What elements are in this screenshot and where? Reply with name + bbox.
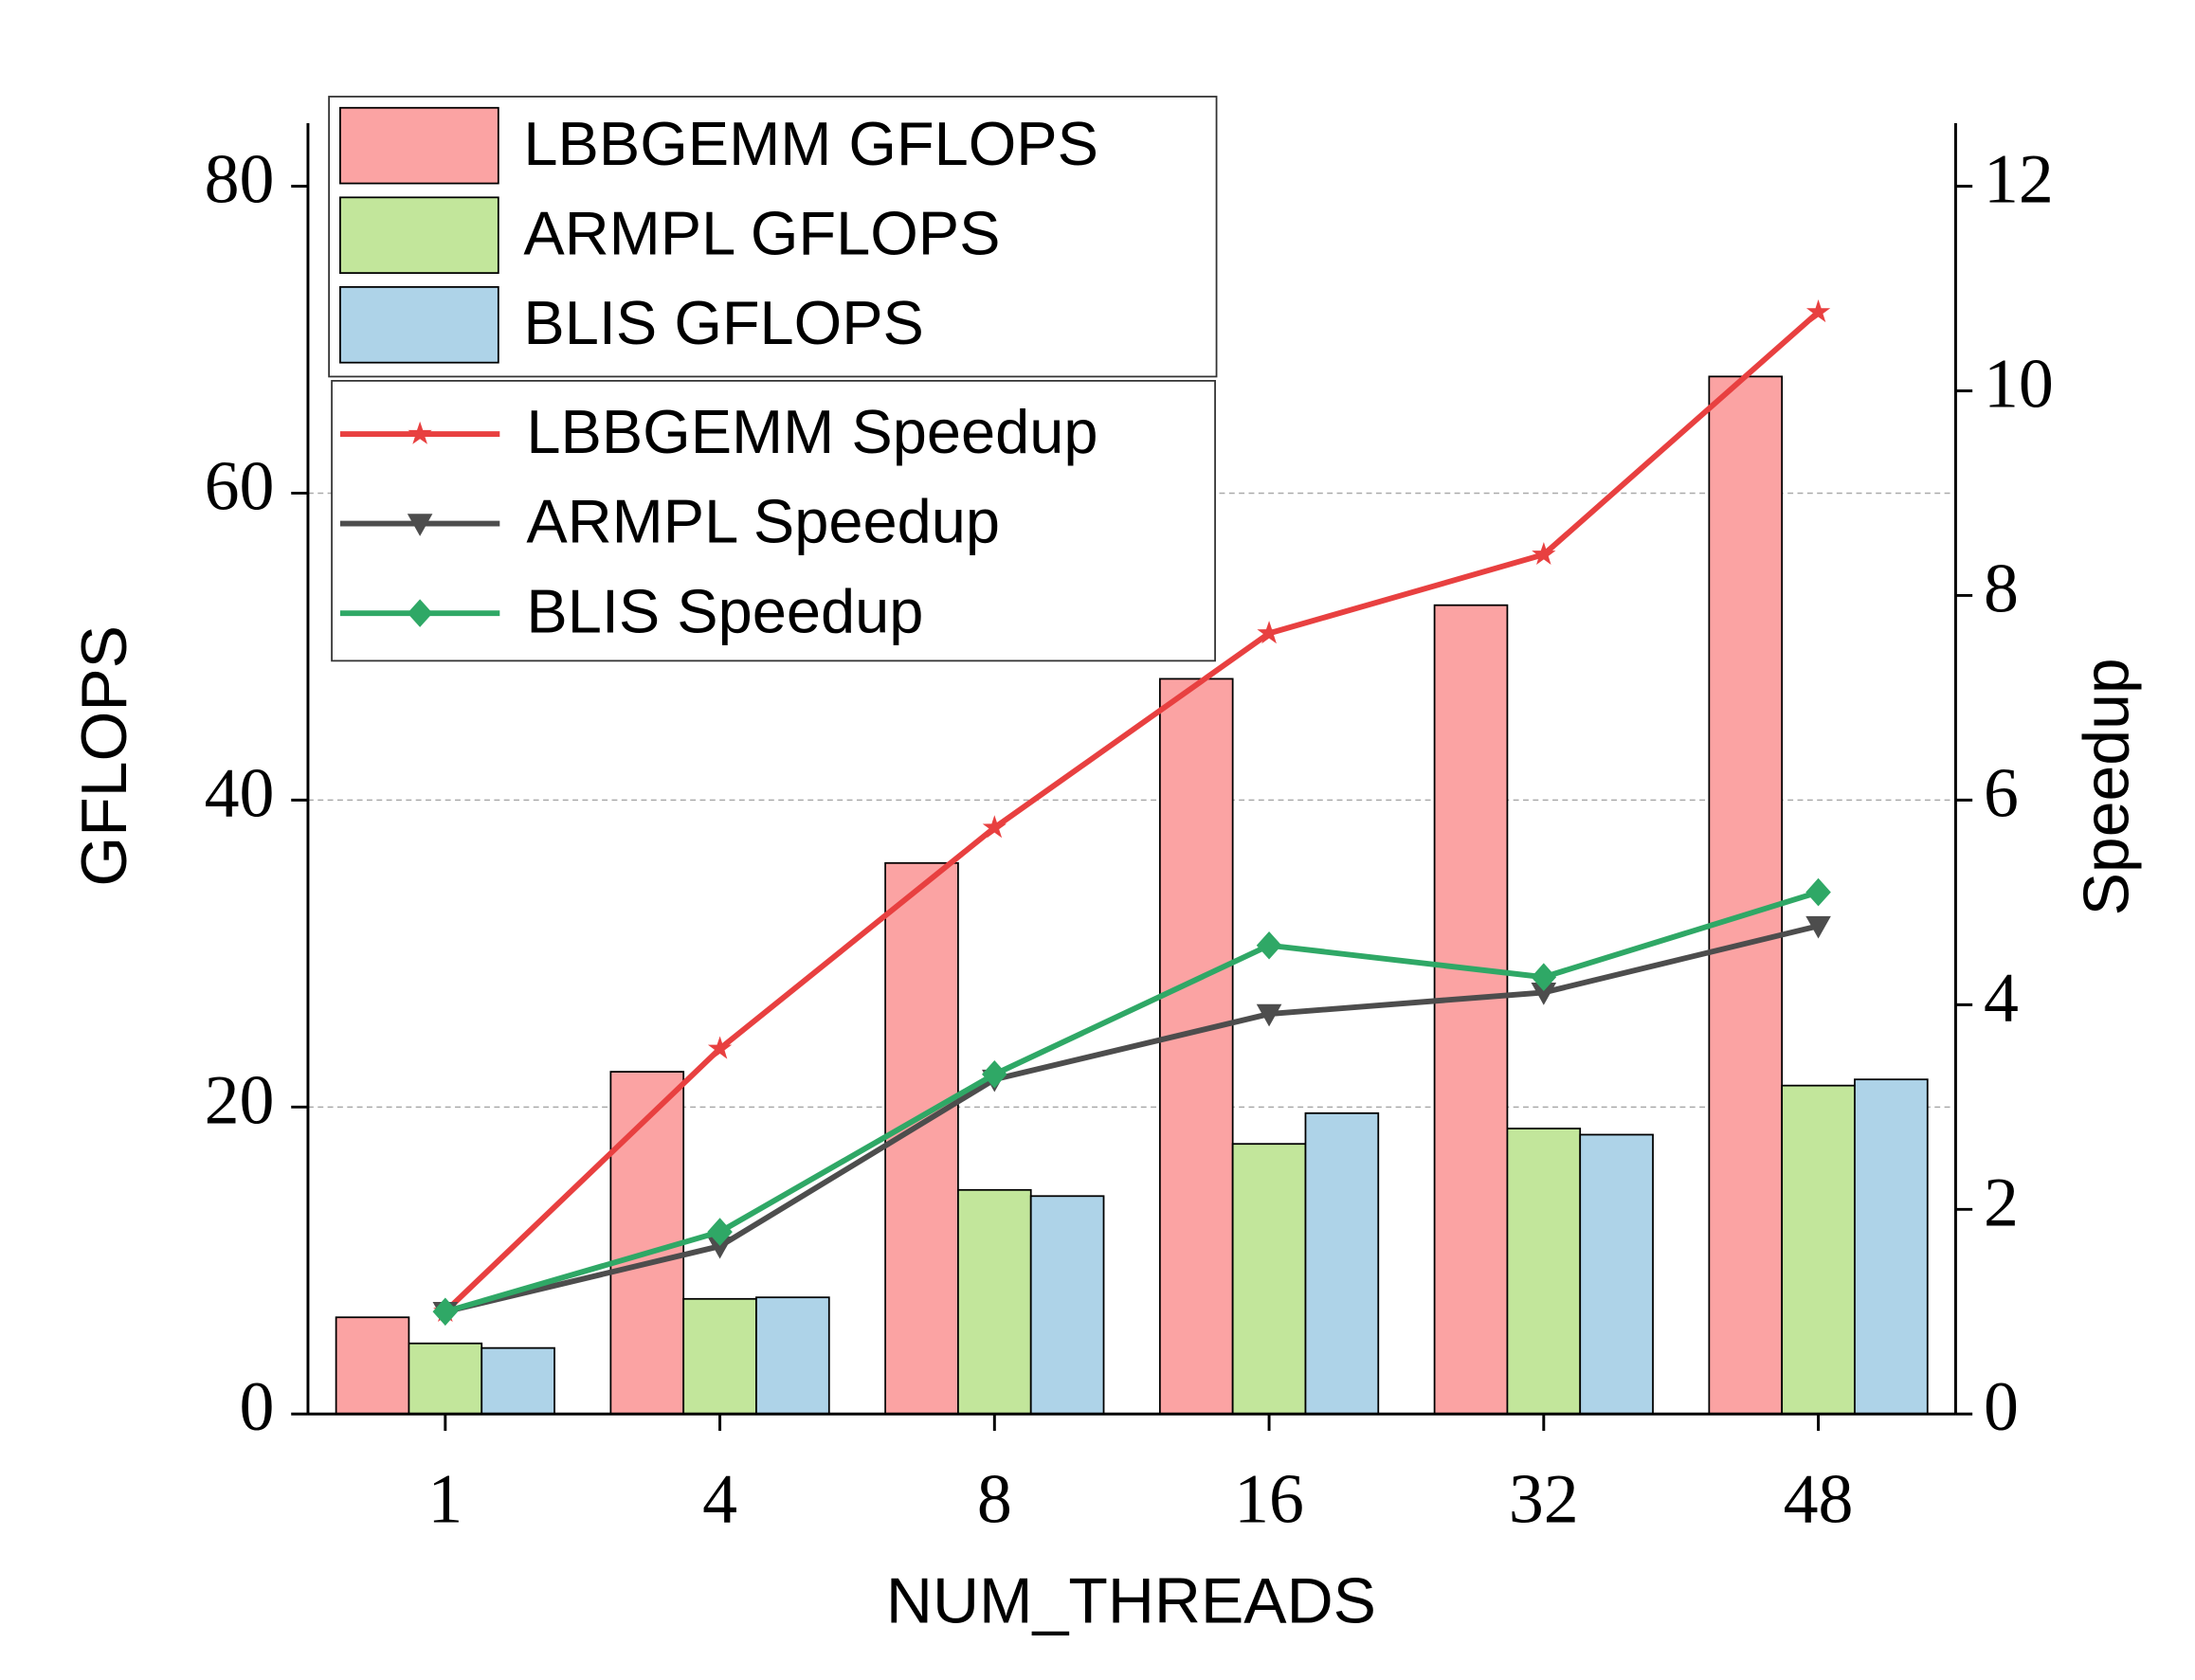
y-tick-label: 60 — [205, 446, 275, 524]
x-tick-label: 8 — [977, 1460, 1012, 1538]
bar — [755, 1296, 830, 1416]
legend-marker — [407, 514, 433, 536]
line-marker — [1257, 621, 1281, 644]
bar — [408, 1342, 483, 1416]
y2-tick-label: 12 — [1984, 139, 2054, 217]
bar — [1029, 1195, 1105, 1416]
bar — [1854, 1078, 1929, 1416]
y2-axis-label: Speedup — [2070, 658, 2142, 915]
y-tick-label: 0 — [240, 1367, 275, 1445]
x-tick-label: 32 — [1509, 1460, 1579, 1538]
line — [444, 923, 1820, 1315]
x-tick-label: 1 — [427, 1460, 463, 1538]
line-marker — [1531, 963, 1557, 991]
line-marker — [1531, 983, 1557, 1005]
bar — [1231, 1143, 1307, 1416]
y-axis-label: GFLOPS — [68, 625, 140, 887]
bar — [957, 1188, 1032, 1416]
line-marker — [1805, 299, 1831, 323]
bar — [335, 1316, 410, 1416]
bar — [1781, 1084, 1856, 1416]
x-axis-label: NUM_THREADS — [886, 1565, 1376, 1637]
legend-label: LBBGEMM Speedup — [526, 397, 1098, 466]
y-tick-label: 80 — [205, 139, 275, 217]
x-tick-label: 16 — [1234, 1460, 1304, 1538]
line-marker — [1805, 915, 1831, 939]
legend-swatch — [339, 106, 499, 185]
bar — [481, 1346, 555, 1416]
bar — [1158, 677, 1234, 1416]
bar — [1708, 375, 1784, 1416]
x-tick-label: 48 — [1784, 1460, 1854, 1538]
line-marker — [1256, 930, 1282, 960]
bar — [1579, 1133, 1654, 1416]
legend-label: ARMPL GFLOPS — [523, 198, 1000, 267]
bar — [609, 1071, 685, 1416]
line-marker — [707, 1036, 733, 1059]
line-marker — [1532, 541, 1556, 566]
legend-swatch — [339, 286, 499, 364]
legend-label: BLIS Speedup — [526, 576, 923, 645]
bar — [1433, 604, 1509, 1416]
y2-tick-label: 6 — [1984, 753, 2019, 831]
line-marker — [1256, 1003, 1282, 1027]
line — [444, 889, 1820, 1315]
y2-tick-label: 10 — [1984, 344, 2054, 422]
legend-label: BLIS GFLOPS — [523, 288, 923, 357]
y2-tick-label: 4 — [1984, 958, 2019, 1036]
legend-label: LBBGEMM GFLOPS — [523, 109, 1098, 178]
y-tick-label: 40 — [205, 753, 275, 831]
legend-marker — [407, 599, 433, 627]
bar — [1304, 1111, 1380, 1416]
line-marker — [432, 1297, 459, 1327]
y2-tick-label: 0 — [1984, 1367, 2019, 1445]
legend-label: ARMPL Speedup — [526, 487, 1000, 556]
x-tick-label: 4 — [702, 1460, 737, 1538]
legend-marker — [408, 421, 432, 444]
y2-tick-label: 2 — [1984, 1163, 2019, 1240]
line-marker — [982, 815, 1007, 839]
line — [443, 310, 1821, 1314]
y2-tick-label: 8 — [1984, 549, 2019, 626]
line-marker — [707, 1236, 733, 1259]
bar — [1506, 1128, 1582, 1416]
line-marker — [707, 1218, 733, 1246]
bar — [682, 1297, 757, 1416]
legend-swatch — [339, 196, 499, 274]
y-tick-label: 20 — [205, 1060, 275, 1138]
line-marker — [1805, 877, 1831, 907]
